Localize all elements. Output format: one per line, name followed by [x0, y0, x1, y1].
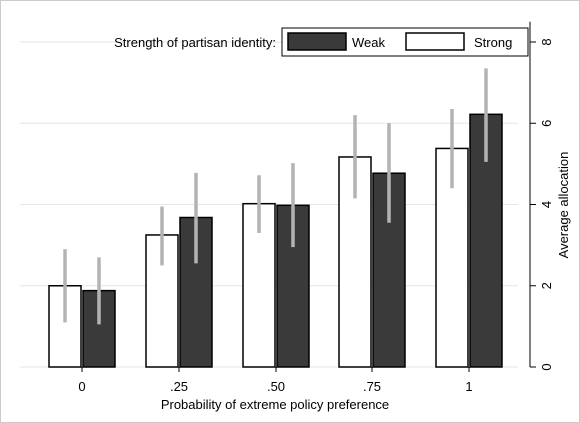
x-tick-label-2: .50	[267, 379, 285, 394]
y-tick-label-2: 2	[539, 282, 554, 289]
x-tick-label-0: 0	[78, 379, 85, 394]
error-bars-layer	[63, 68, 488, 325]
legend-label-weak: Weak	[352, 35, 385, 50]
x-axis-title: Probability of extreme policy preference	[161, 397, 389, 412]
legend-swatch-strong	[405, 32, 465, 51]
y-axis-title: Average allocation	[556, 152, 571, 259]
y-axis-ticks: 0 2 4 6 8	[530, 38, 554, 371]
bar-strong-0	[48, 285, 82, 368]
x-axis-ticks: 0 .25 .50 .75 1	[78, 367, 473, 394]
y-tick-label-4: 4	[539, 201, 554, 208]
x-tick-label-4: 1	[465, 379, 472, 394]
legend-label-strong: Strong	[474, 35, 512, 50]
x-tick-label-1: .25	[170, 379, 188, 394]
y-tick-label-6: 6	[539, 120, 554, 127]
legend-swatch-weak	[287, 32, 347, 51]
legend: Strength of partisan identity: Weak Stron…	[114, 27, 529, 57]
y-tick-label-0: 0	[539, 363, 554, 370]
x-tick-label-3: .75	[363, 379, 381, 394]
legend-title: Strength of partisan identity:	[114, 35, 276, 50]
y-tick-label-8: 8	[539, 38, 554, 45]
legend-items: Weak Strong	[287, 32, 512, 51]
